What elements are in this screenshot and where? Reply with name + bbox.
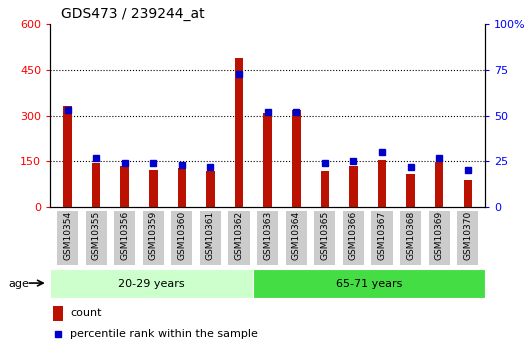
FancyBboxPatch shape [143, 211, 164, 265]
FancyBboxPatch shape [400, 211, 421, 265]
FancyBboxPatch shape [429, 211, 450, 265]
Text: percentile rank within the sample: percentile rank within the sample [70, 329, 258, 339]
Text: GSM10356: GSM10356 [120, 210, 129, 259]
FancyBboxPatch shape [57, 211, 78, 265]
FancyBboxPatch shape [372, 211, 393, 265]
Text: GSM10366: GSM10366 [349, 210, 358, 259]
Bar [149, 170, 157, 207]
Text: GSM10367: GSM10367 [377, 210, 386, 259]
Text: GSM10361: GSM10361 [206, 210, 215, 259]
Bar [435, 162, 444, 207]
Bar [120, 167, 129, 207]
Bar [263, 113, 272, 207]
FancyBboxPatch shape [457, 211, 479, 265]
Text: age: age [8, 279, 29, 289]
Text: GSM10362: GSM10362 [235, 210, 244, 259]
Text: GSM10359: GSM10359 [149, 210, 158, 259]
FancyBboxPatch shape [257, 211, 278, 265]
Bar [464, 180, 472, 207]
Bar [292, 110, 301, 207]
Bar [50, 269, 253, 298]
Text: GSM10363: GSM10363 [263, 210, 272, 259]
Bar [253, 269, 485, 298]
Text: GSM10355: GSM10355 [92, 210, 101, 259]
Text: GSM10368: GSM10368 [406, 210, 415, 259]
FancyBboxPatch shape [314, 211, 335, 265]
Bar [349, 167, 358, 207]
Text: GSM10364: GSM10364 [292, 210, 301, 259]
FancyBboxPatch shape [171, 211, 192, 265]
Text: GSM10360: GSM10360 [178, 210, 187, 259]
FancyBboxPatch shape [114, 211, 135, 265]
Text: GSM10354: GSM10354 [63, 210, 72, 259]
FancyBboxPatch shape [200, 211, 221, 265]
FancyBboxPatch shape [85, 211, 107, 265]
Bar [178, 168, 186, 207]
Text: 65-71 years: 65-71 years [336, 279, 402, 289]
Text: 20-29 years: 20-29 years [118, 279, 185, 289]
Text: GSM10369: GSM10369 [435, 210, 444, 259]
Bar [407, 174, 415, 207]
Bar [321, 171, 329, 207]
Bar [206, 171, 215, 207]
Bar [52, 306, 64, 321]
Bar [63, 106, 72, 207]
Text: GDS473 / 239244_at: GDS473 / 239244_at [61, 7, 205, 21]
Text: GSM10365: GSM10365 [320, 210, 329, 259]
FancyBboxPatch shape [343, 211, 364, 265]
Text: GSM10370: GSM10370 [463, 210, 472, 259]
Bar [92, 164, 100, 207]
Bar [378, 160, 386, 207]
Bar [235, 58, 243, 207]
FancyBboxPatch shape [228, 211, 250, 265]
FancyBboxPatch shape [286, 211, 307, 265]
Text: count: count [70, 308, 101, 318]
